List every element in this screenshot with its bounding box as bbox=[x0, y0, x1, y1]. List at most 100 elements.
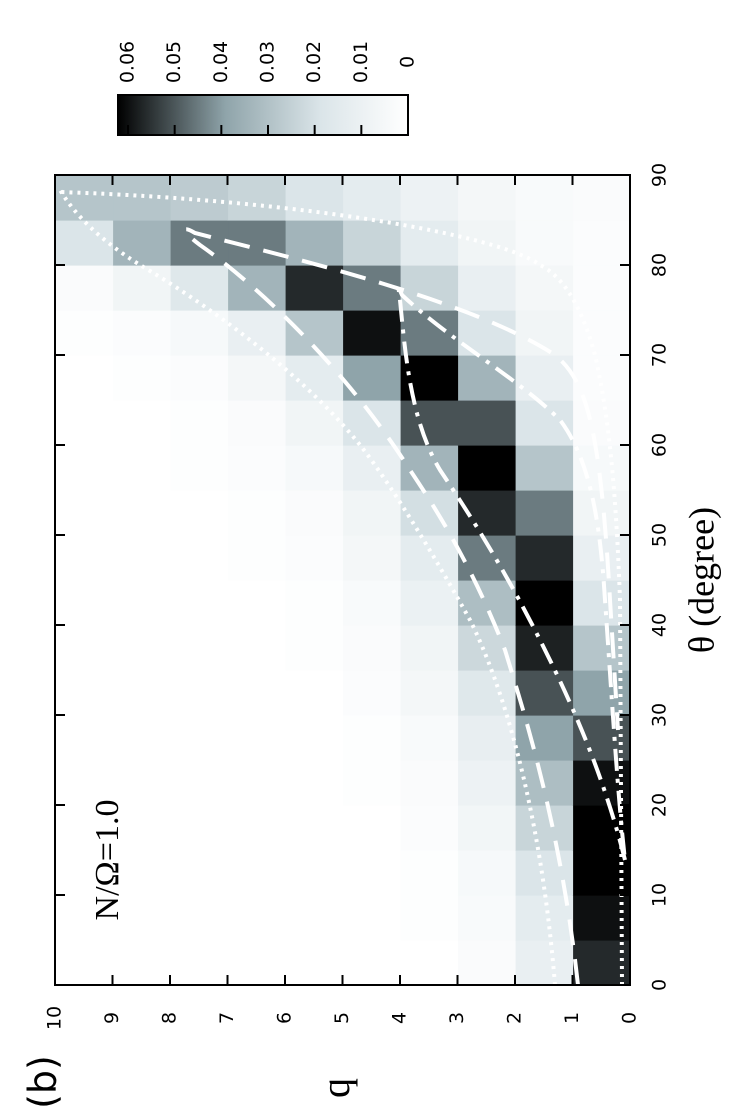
cell bbox=[55, 220, 114, 266]
x-tick-label: 30 bbox=[649, 703, 671, 727]
cell bbox=[55, 400, 114, 446]
annotation: N/Ω=1.0 bbox=[89, 800, 126, 921]
cell bbox=[170, 940, 229, 986]
cell bbox=[457, 670, 516, 716]
cell bbox=[55, 265, 114, 311]
y-tick-label: 6 bbox=[274, 1012, 296, 1024]
cell bbox=[342, 760, 401, 806]
cell bbox=[285, 625, 344, 671]
cell bbox=[457, 850, 516, 896]
contour-dashdot bbox=[395, 282, 627, 861]
y-tick-label: 10 bbox=[44, 1006, 66, 1030]
cell bbox=[112, 355, 171, 401]
cell bbox=[55, 850, 114, 896]
cell bbox=[400, 535, 459, 581]
cell bbox=[342, 940, 401, 986]
cell bbox=[227, 580, 286, 626]
cell bbox=[227, 760, 286, 806]
cell bbox=[285, 805, 344, 851]
cell bbox=[342, 445, 401, 491]
cell bbox=[515, 940, 574, 986]
x-axis-label: θ (degree) bbox=[681, 507, 721, 653]
cell bbox=[400, 895, 459, 941]
cell bbox=[170, 715, 229, 761]
cell bbox=[170, 760, 229, 806]
cell bbox=[572, 310, 631, 356]
cell bbox=[227, 670, 286, 716]
cell bbox=[227, 715, 286, 761]
cell bbox=[112, 310, 171, 356]
cell bbox=[400, 625, 459, 671]
cell bbox=[400, 805, 459, 851]
cell bbox=[227, 445, 286, 491]
cell bbox=[457, 400, 516, 446]
cell bbox=[170, 310, 229, 356]
cell bbox=[342, 490, 401, 536]
cell bbox=[515, 580, 574, 626]
cell bbox=[400, 310, 459, 356]
cell bbox=[285, 400, 344, 446]
cell bbox=[227, 355, 286, 401]
y-tick-label: 4 bbox=[389, 1012, 411, 1024]
cell bbox=[285, 760, 344, 806]
cell bbox=[55, 310, 114, 356]
cell bbox=[170, 670, 229, 716]
colorbar-tick-label: 0.05 bbox=[163, 41, 185, 83]
x-tick-label: 0 bbox=[649, 979, 671, 991]
y-tick-label: 0 bbox=[619, 1012, 641, 1024]
cell bbox=[227, 400, 286, 446]
cell bbox=[55, 715, 114, 761]
cell bbox=[170, 175, 229, 221]
cell bbox=[227, 175, 286, 221]
cell bbox=[400, 940, 459, 986]
cell bbox=[342, 895, 401, 941]
colorbar-tick-label: 0.02 bbox=[303, 41, 325, 83]
y-tick-label: 9 bbox=[101, 1012, 123, 1024]
colorbar-tick-label: 0 bbox=[397, 56, 419, 68]
cell bbox=[457, 625, 516, 671]
cell bbox=[227, 895, 286, 941]
cell bbox=[55, 760, 114, 806]
cell bbox=[227, 625, 286, 671]
cell bbox=[170, 850, 229, 896]
cell bbox=[400, 760, 459, 806]
heatmap bbox=[55, 175, 631, 986]
cell bbox=[515, 220, 574, 266]
x-tick-label: 10 bbox=[649, 883, 671, 907]
cell bbox=[227, 310, 286, 356]
cell bbox=[400, 670, 459, 716]
cell bbox=[55, 895, 114, 941]
cell bbox=[515, 490, 574, 536]
cell bbox=[112, 760, 171, 806]
cell bbox=[457, 760, 516, 806]
cell bbox=[457, 805, 516, 851]
cell bbox=[170, 895, 229, 941]
cell bbox=[400, 850, 459, 896]
cell bbox=[342, 625, 401, 671]
cell bbox=[55, 805, 114, 851]
cell bbox=[400, 715, 459, 761]
cell bbox=[457, 220, 516, 266]
cell bbox=[55, 625, 114, 671]
cell bbox=[342, 535, 401, 581]
cell bbox=[572, 220, 631, 266]
x-tick-label: 80 bbox=[649, 253, 671, 277]
cell bbox=[342, 715, 401, 761]
cell bbox=[112, 265, 171, 311]
y-tick-label: 2 bbox=[504, 1012, 526, 1024]
cell bbox=[112, 715, 171, 761]
cell bbox=[55, 535, 114, 581]
cell bbox=[112, 625, 171, 671]
cell bbox=[400, 580, 459, 626]
cell bbox=[285, 580, 344, 626]
cell bbox=[112, 940, 171, 986]
cell bbox=[457, 715, 516, 761]
cell bbox=[342, 310, 401, 356]
cell bbox=[457, 940, 516, 986]
cell bbox=[112, 445, 171, 491]
cell bbox=[342, 805, 401, 851]
cell bbox=[572, 580, 631, 626]
cell bbox=[572, 265, 631, 311]
y-axis-label: q bbox=[313, 1078, 358, 1098]
